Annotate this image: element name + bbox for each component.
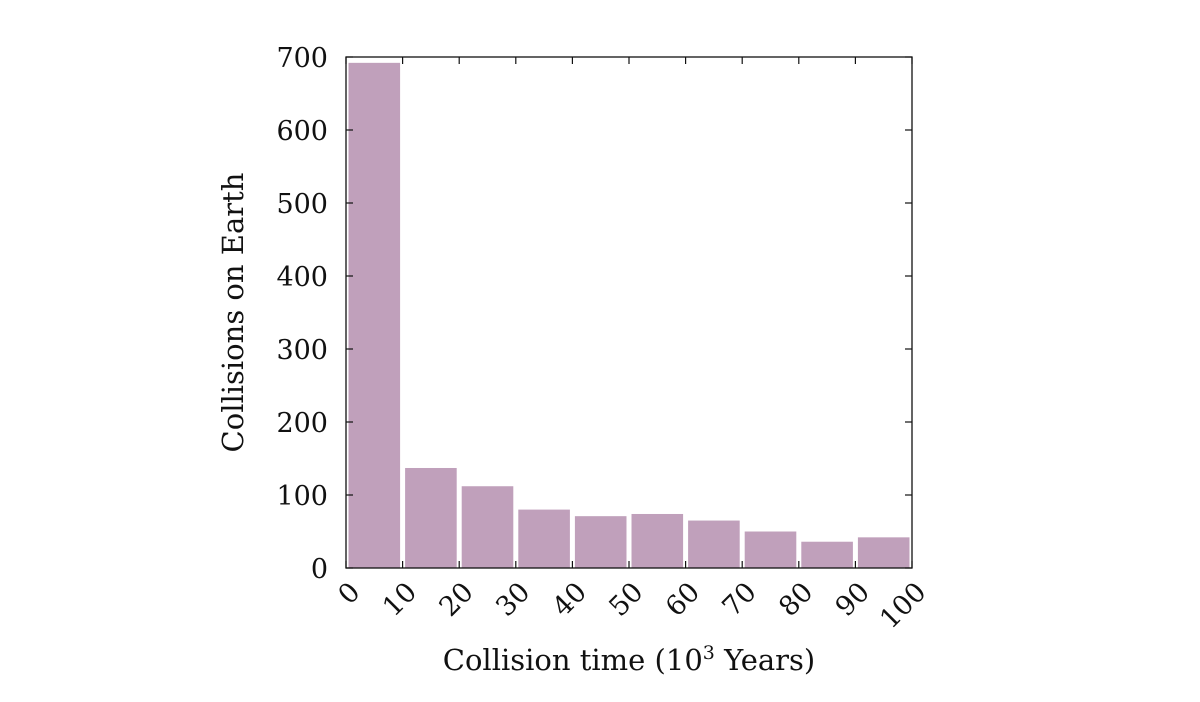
x-tick-label-40: 40 bbox=[547, 577, 593, 623]
x-tick-label-100: 100 bbox=[874, 577, 932, 635]
bar-70-80 bbox=[744, 531, 797, 568]
x-axis-label-main: Collision time (10 bbox=[443, 643, 703, 677]
y-tick-label-400: 400 bbox=[276, 262, 328, 293]
x-tick-label-0: 0 bbox=[332, 577, 366, 611]
y-axis-label: Collisions on Earth bbox=[216, 173, 250, 453]
plot-frame bbox=[345, 56, 913, 569]
bar-30-40 bbox=[518, 509, 570, 568]
x-tick-label-10: 10 bbox=[377, 577, 423, 623]
x-tick-label-60: 60 bbox=[660, 577, 706, 623]
bar-0-10 bbox=[348, 62, 401, 569]
x-axis-label-superscript: 3 bbox=[703, 642, 715, 664]
x-tick-label-50: 50 bbox=[603, 577, 649, 623]
y-tick-label-300: 300 bbox=[276, 335, 328, 366]
bar-50-60 bbox=[631, 513, 684, 568]
y-tick-label-0: 0 bbox=[311, 554, 328, 585]
x-tick-label-90: 90 bbox=[830, 577, 876, 623]
x-axis-label: Collision time (103 Years) bbox=[443, 642, 815, 677]
y-tick-label-200: 200 bbox=[276, 408, 328, 439]
bar-80-90 bbox=[801, 541, 853, 568]
bar-10-20 bbox=[405, 467, 457, 568]
x-tick-label-30: 30 bbox=[490, 577, 536, 623]
y-tick-label-500: 500 bbox=[276, 189, 328, 220]
bar-20-30 bbox=[461, 486, 514, 568]
x-tick-label-70: 70 bbox=[717, 577, 763, 623]
y-tick-label-700: 700 bbox=[276, 43, 328, 74]
bar-40-50 bbox=[574, 516, 627, 568]
y-tick-labels: 0 100 200 300 400 500 600 700 bbox=[276, 43, 328, 585]
bar-60-70 bbox=[688, 520, 740, 568]
x-tick-label-80: 80 bbox=[773, 577, 819, 623]
x-axis-label-suffix: Years) bbox=[715, 643, 815, 677]
x-tick-label-20: 20 bbox=[434, 577, 480, 623]
bar-90-100 bbox=[857, 537, 910, 568]
bars-layer bbox=[348, 62, 910, 569]
y-tick-label-600: 600 bbox=[276, 116, 328, 147]
y-tick-label-100: 100 bbox=[276, 481, 328, 512]
